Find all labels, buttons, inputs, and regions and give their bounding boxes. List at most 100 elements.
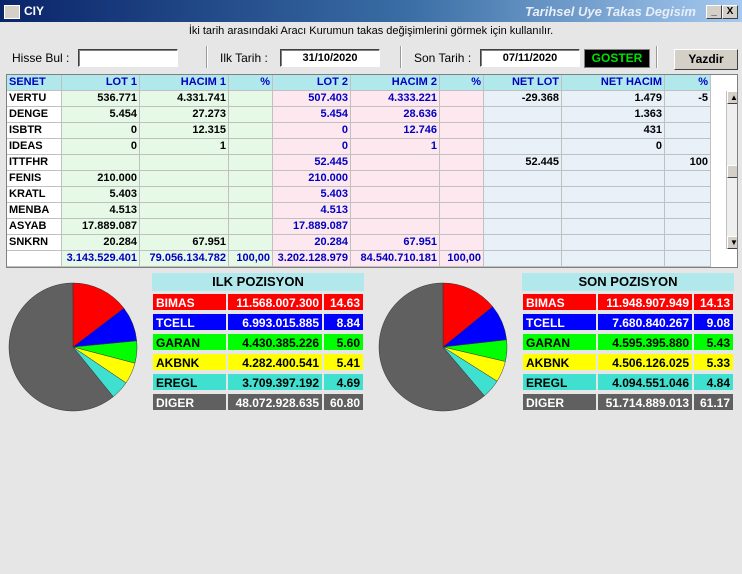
column-header-6[interactable]: % [440, 75, 484, 91]
hisse-search-input[interactable] [78, 49, 178, 67]
goster-button[interactable]: GOSTER [584, 49, 650, 68]
table-cell[interactable] [484, 107, 562, 123]
table-cell[interactable] [440, 107, 484, 123]
table-cell[interactable] [140, 155, 229, 171]
table-cell[interactable]: 1 [140, 139, 229, 155]
scroll-down-icon[interactable]: ▼ [727, 236, 737, 249]
table-cell[interactable]: 12.315 [140, 123, 229, 139]
table-cell[interactable] [484, 171, 562, 187]
table-cell[interactable] [440, 123, 484, 139]
table-cell[interactable]: IDEAS [7, 139, 62, 155]
column-header-2[interactable]: HACIM 1 [140, 75, 229, 91]
table-cell[interactable]: 20.284 [62, 235, 140, 251]
table-cell[interactable] [351, 219, 440, 235]
table-cell[interactable]: 507.403 [273, 91, 351, 107]
table-cell[interactable] [229, 235, 273, 251]
table-cell[interactable]: 5.403 [273, 187, 351, 203]
table-cell[interactable]: 536.771 [62, 91, 140, 107]
table-cell[interactable]: 67.951 [351, 235, 440, 251]
column-header-5[interactable]: HACIM 2 [351, 75, 440, 91]
table-cell[interactable] [562, 235, 665, 251]
table-cell[interactable] [484, 203, 562, 219]
table-cell[interactable]: KRATL [7, 187, 62, 203]
son-tarih-input[interactable]: 07/11/2020 [480, 49, 580, 67]
column-header-9[interactable]: % [665, 75, 711, 91]
table-cell[interactable]: 210.000 [62, 171, 140, 187]
vertical-scrollbar[interactable]: ▲ ▼ [726, 91, 737, 249]
table-cell[interactable]: 210.000 [273, 171, 351, 187]
table-cell[interactable] [440, 171, 484, 187]
table-cell[interactable] [440, 219, 484, 235]
table-cell[interactable]: ITTFHR [7, 155, 62, 171]
table-cell[interactable]: -5 [665, 91, 711, 107]
table-cell[interactable] [351, 155, 440, 171]
takas-grid[interactable]: SENET LOT 1 HACIM 1% LOT 2 HACIM 2% NET LOT NE… [6, 74, 738, 268]
table-cell[interactable]: 0 [62, 123, 140, 139]
column-header-8[interactable]: NET HACIM [562, 75, 665, 91]
table-cell[interactable]: 431 [562, 123, 665, 139]
table-cell[interactable]: 17.889.087 [62, 219, 140, 235]
table-cell[interactable]: VERTU [7, 91, 62, 107]
table-cell[interactable]: 12.746 [351, 123, 440, 139]
table-cell[interactable] [562, 219, 665, 235]
table-cell[interactable]: 4.513 [273, 203, 351, 219]
table-cell[interactable]: 4.331.741 [140, 91, 229, 107]
table-cell[interactable] [440, 235, 484, 251]
table-cell[interactable]: 17.889.087 [273, 219, 351, 235]
column-header-4[interactable]: LOT 2 [273, 75, 351, 91]
scroll-up-icon[interactable]: ▲ [727, 91, 737, 104]
table-cell[interactable]: 27.273 [140, 107, 229, 123]
scroll-thumb[interactable] [727, 165, 737, 178]
table-cell[interactable]: 5.454 [62, 107, 140, 123]
table-cell[interactable] [140, 203, 229, 219]
table-cell[interactable] [484, 219, 562, 235]
table-cell[interactable] [229, 123, 273, 139]
table-cell[interactable]: 100 [665, 155, 711, 171]
table-cell[interactable]: 0 [273, 123, 351, 139]
table-cell[interactable] [440, 155, 484, 171]
table-cell[interactable]: 52.445 [273, 155, 351, 171]
table-cell[interactable]: 67.951 [140, 235, 229, 251]
table-cell[interactable] [484, 139, 562, 155]
table-cell[interactable] [440, 203, 484, 219]
table-cell[interactable] [665, 203, 711, 219]
table-cell[interactable] [665, 219, 711, 235]
table-cell[interactable]: FENIS [7, 171, 62, 187]
table-cell[interactable] [62, 155, 140, 171]
table-cell[interactable] [229, 91, 273, 107]
table-cell[interactable]: 28.636 [351, 107, 440, 123]
table-cell[interactable] [140, 219, 229, 235]
table-cell[interactable] [351, 203, 440, 219]
table-cell[interactable] [140, 187, 229, 203]
table-cell[interactable] [562, 187, 665, 203]
table-cell[interactable] [562, 171, 665, 187]
column-header-7[interactable]: NET LOT [484, 75, 562, 91]
table-cell[interactable] [562, 203, 665, 219]
table-cell[interactable] [665, 235, 711, 251]
table-cell[interactable] [229, 139, 273, 155]
table-cell[interactable] [665, 107, 711, 123]
table-cell[interactable]: 1.363 [562, 107, 665, 123]
table-cell[interactable] [665, 123, 711, 139]
table-cell[interactable]: DENGE [7, 107, 62, 123]
table-cell[interactable] [440, 91, 484, 107]
minimize-button[interactable]: _ [706, 5, 722, 19]
table-cell[interactable] [229, 187, 273, 203]
table-cell[interactable]: 5.454 [273, 107, 351, 123]
table-cell[interactable] [665, 171, 711, 187]
table-cell[interactable]: SNKRN [7, 235, 62, 251]
table-cell[interactable] [229, 155, 273, 171]
table-cell[interactable] [440, 187, 484, 203]
table-cell[interactable]: 4.333.221 [351, 91, 440, 107]
column-header-3[interactable]: % [229, 75, 273, 91]
column-header-1[interactable]: LOT 1 [62, 75, 140, 91]
table-cell[interactable]: MENBA [7, 203, 62, 219]
yazdir-button[interactable]: Yazdir [674, 49, 738, 70]
table-cell[interactable] [140, 171, 229, 187]
table-cell[interactable] [484, 235, 562, 251]
table-cell[interactable]: 0 [562, 139, 665, 155]
close-button[interactable]: X [722, 5, 738, 19]
ilk-tarih-input[interactable]: 31/10/2020 [280, 49, 380, 67]
table-cell[interactable]: ISBTR [7, 123, 62, 139]
column-header-0[interactable]: SENET [7, 75, 62, 91]
